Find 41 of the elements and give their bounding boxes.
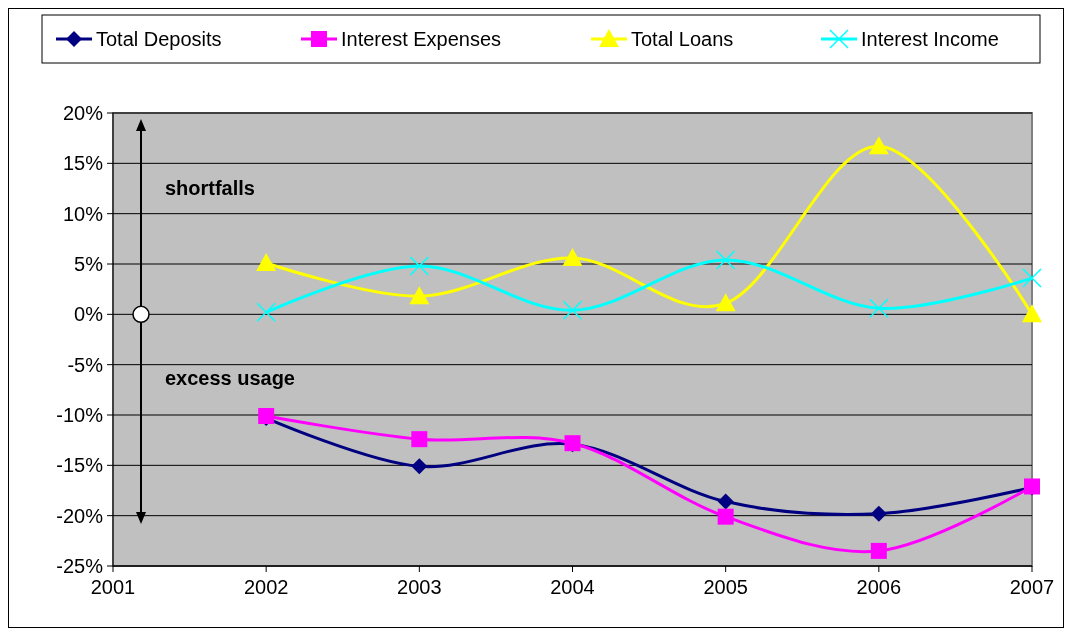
y-tick-label: 5% <box>74 253 104 275</box>
point <box>1022 304 1042 323</box>
annotation: shortfalls <box>164 176 255 199</box>
y-tick-label: 0% <box>74 303 104 326</box>
x-tick-label: 2005 <box>703 576 748 598</box>
point <box>715 293 736 312</box>
x-tick-label: 2003 <box>397 576 442 598</box>
x-tick-label: 2001 <box>90 576 136 598</box>
legend-label: Total Loans <box>631 28 734 50</box>
point <box>409 286 430 305</box>
point <box>562 300 583 321</box>
y-tick-label: -15% <box>56 454 104 477</box>
y-tick-label: -5% <box>67 353 104 376</box>
point <box>715 250 736 270</box>
y-tick-label: -25% <box>56 555 104 577</box>
legend-label: Interest Expenses <box>341 28 502 50</box>
point <box>409 256 430 276</box>
point <box>256 302 276 323</box>
point <box>717 508 734 525</box>
point <box>869 298 889 319</box>
point <box>562 247 583 266</box>
point <box>870 542 887 559</box>
x-tick-label: 2006 <box>856 576 902 598</box>
x-tick-label: 2002 <box>243 576 289 598</box>
x-tick-label: 2007 <box>1009 576 1055 598</box>
x-tick-label: 2004 <box>550 576 595 598</box>
y-tick-label: 10% <box>62 202 104 225</box>
point <box>717 493 734 510</box>
point <box>868 136 889 155</box>
point <box>256 252 277 271</box>
point <box>411 431 428 448</box>
y-tick-label: -10% <box>56 404 104 426</box>
y-tick-label: 20% <box>62 102 104 124</box>
point <box>411 458 428 475</box>
annotation: excess usage <box>164 366 296 389</box>
point <box>870 505 887 522</box>
point <box>1022 268 1042 288</box>
legend-label: Interest Income <box>861 28 999 50</box>
y-tick-label: -20% <box>56 504 104 527</box>
y-tick-label: 15% <box>62 152 104 175</box>
legend-label: Total Deposits <box>96 28 222 50</box>
